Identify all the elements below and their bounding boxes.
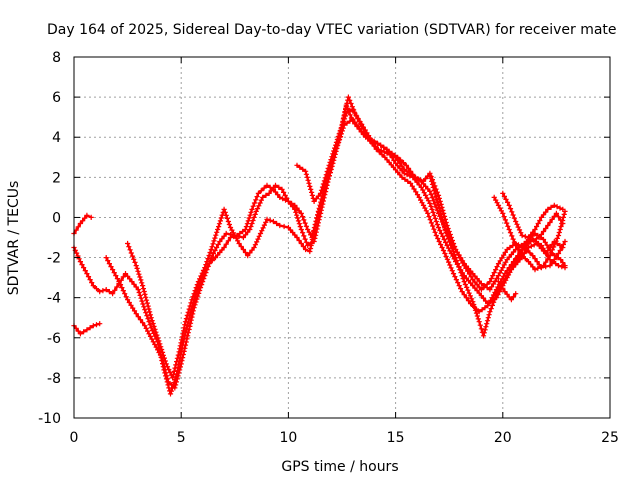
y-tick-label: 2 [52,170,61,186]
data-series [495,279,519,303]
data-series [71,321,103,337]
chart-title: Day 164 of 2025, Sidereal Day-to-day VTE… [47,22,617,38]
data-series [71,212,94,237]
series-layer [71,94,568,397]
data-series [294,94,568,293]
x-tick-label: 0 [70,430,79,446]
x-tick-label: 25 [601,430,619,446]
x-axis-label: GPS time / hours [281,459,398,475]
plot-frame [73,56,611,419]
series-markers [125,116,568,381]
data-series [427,172,568,339]
series-markers [491,194,568,273]
y-tick-label: 6 [52,90,61,106]
series-markers [71,321,103,337]
series-markers [495,279,519,303]
y-tick-labels: -10 -8 -6 -4 -2 0 2 4 6 8 [38,50,61,427]
data-series [500,190,566,241]
y-tick-label: 8 [52,50,61,66]
data-series [125,116,568,381]
series-trace [72,214,93,235]
y-tick-label: 4 [52,130,61,146]
x-tick-labels: 0 5 10 15 20 25 [70,430,619,446]
series-trace [428,174,567,337]
x-tick-label: 20 [494,430,512,446]
y-tick-label: 0 [52,210,61,226]
x-tick-label: 15 [387,430,405,446]
y-axis-label: SDTVAR / TECUs [6,181,22,296]
series-markers [294,94,568,293]
series-trace [126,118,567,379]
y-tick-label: -6 [47,331,61,347]
data-series [491,194,568,273]
x-tick-label: 10 [279,430,297,446]
axis-ticks [73,56,611,419]
x-tick-label: 5 [177,430,186,446]
y-tick-label: -8 [47,371,61,387]
y-tick-label: -4 [47,291,61,307]
series-markers [500,190,566,241]
series-markers [71,102,566,397]
series-markers [427,172,568,339]
y-tick-label: -10 [38,411,61,427]
y-tick-label: -2 [47,251,61,267]
data-series [71,102,566,397]
series-trace [72,103,564,395]
